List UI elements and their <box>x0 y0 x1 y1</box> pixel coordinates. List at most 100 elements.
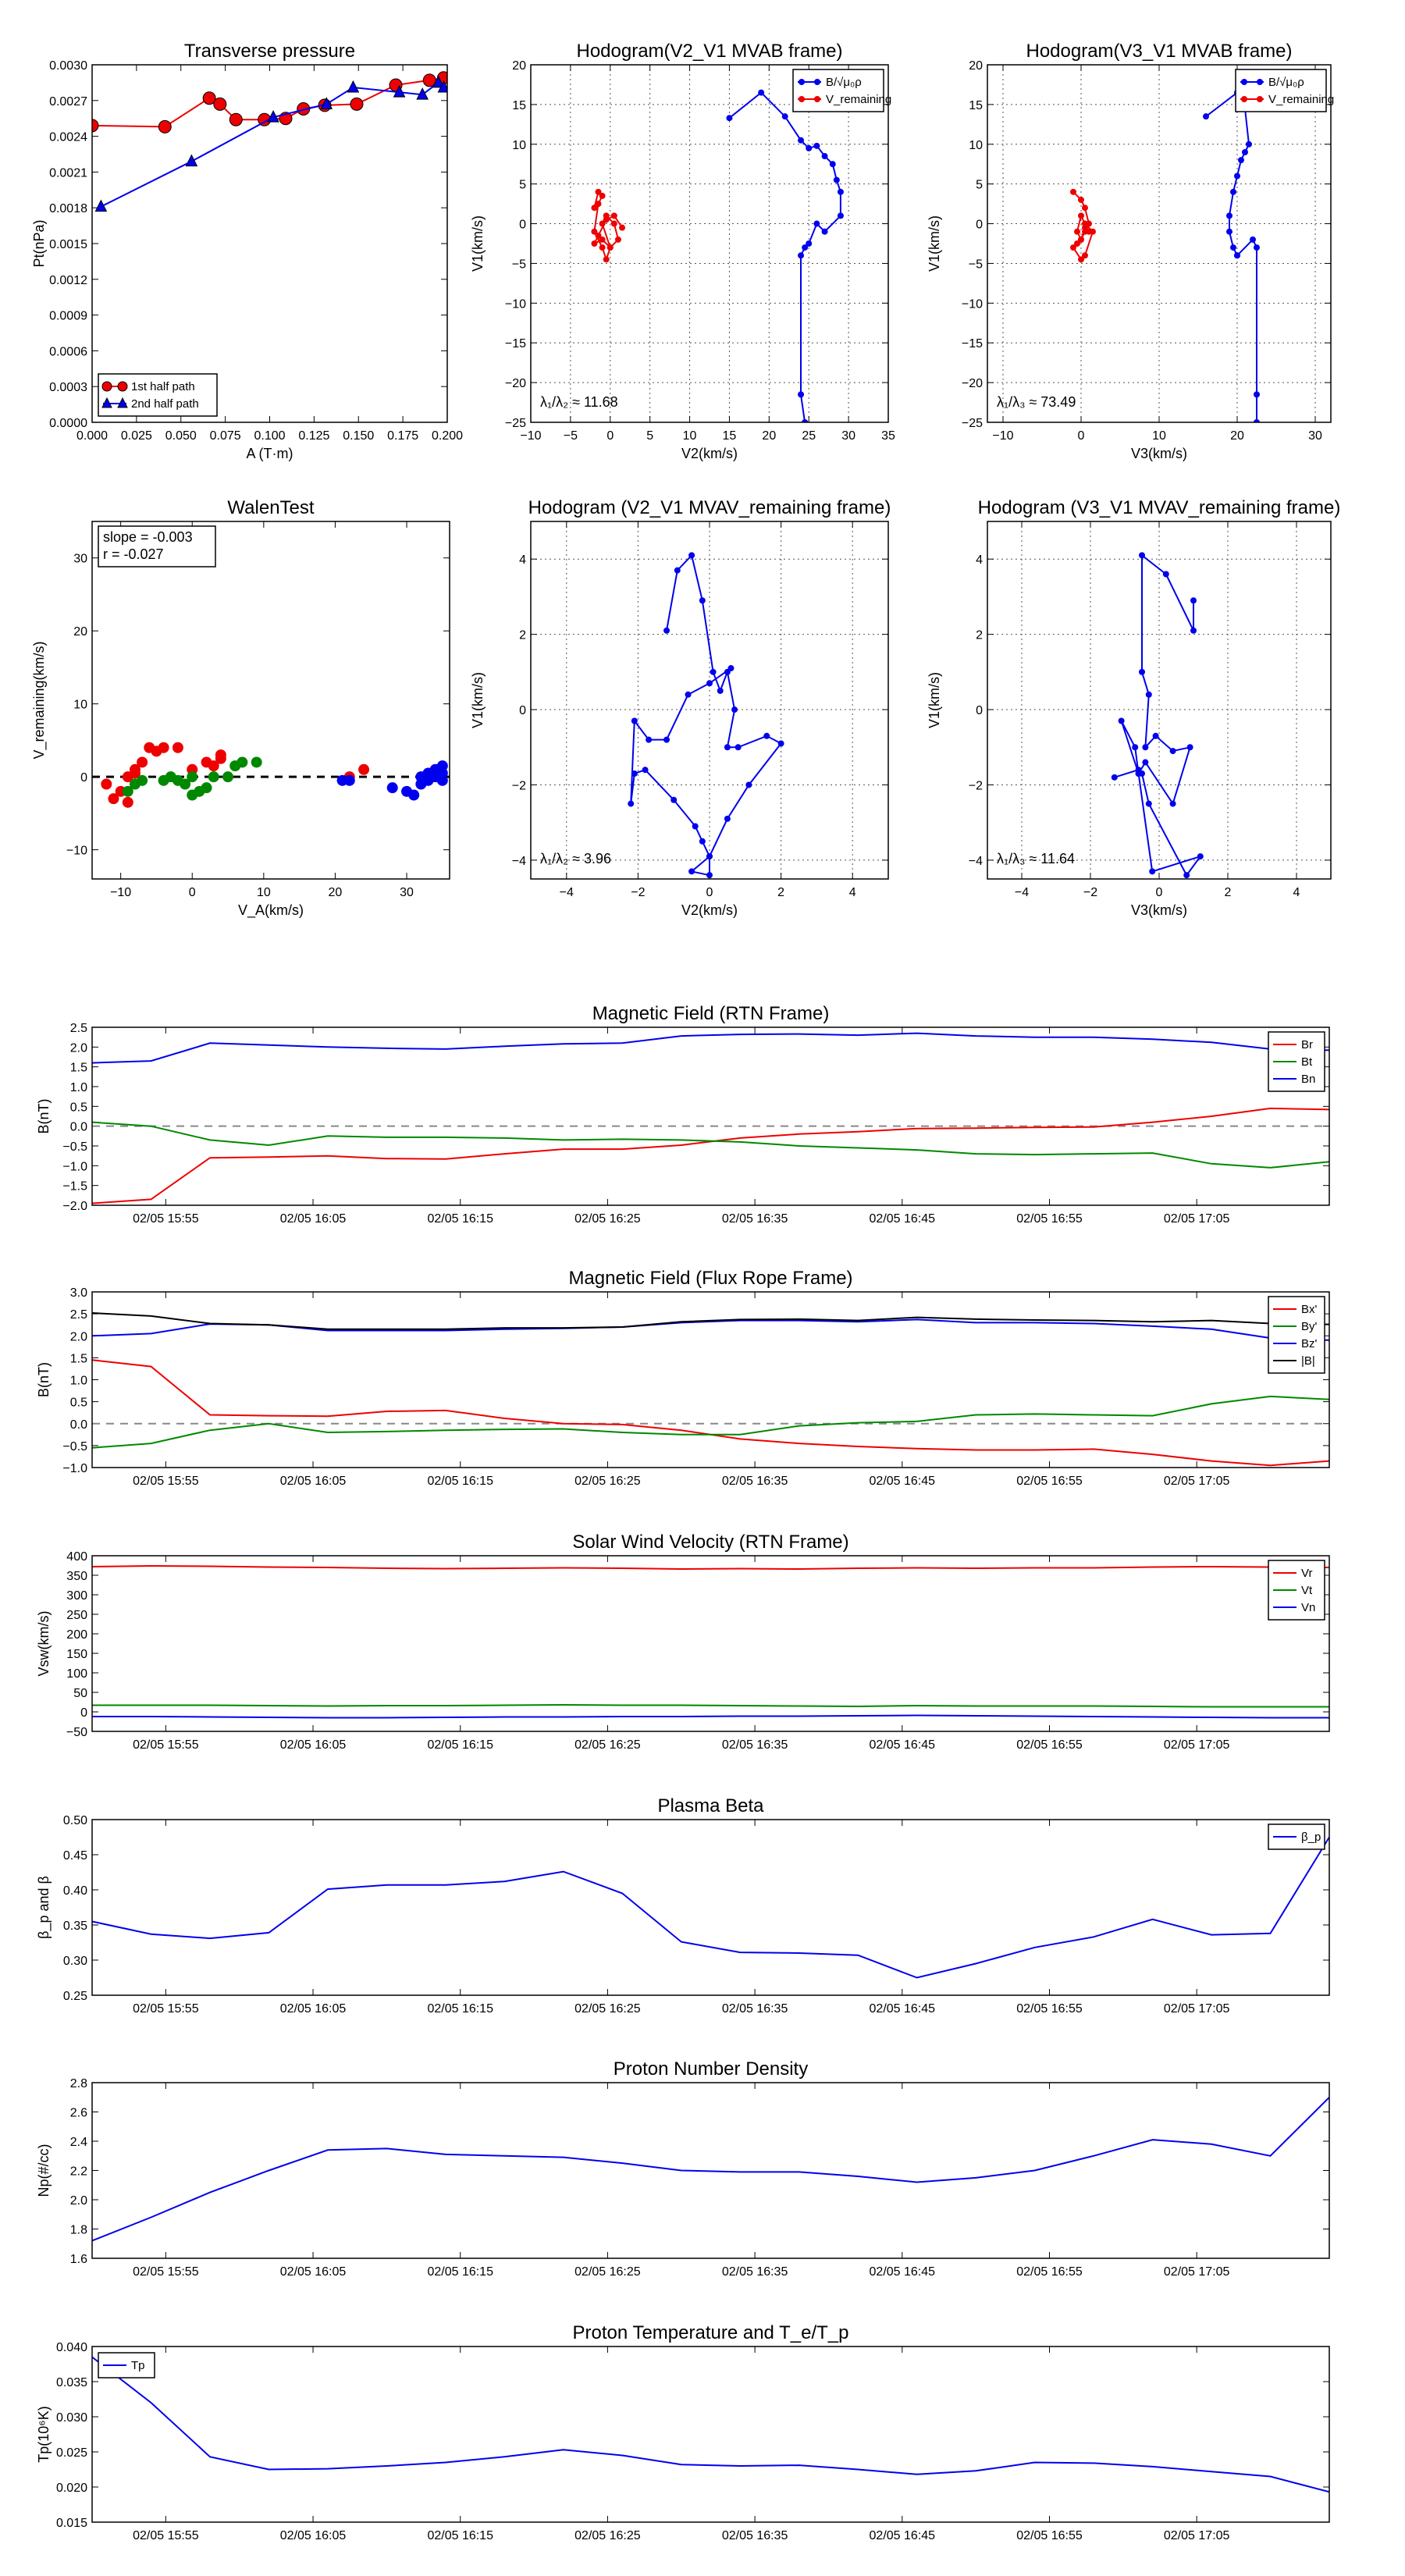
y-tick-label: 5 <box>519 179 526 192</box>
x-tick-label: 02/05 15:55 <box>133 2529 199 2542</box>
x-tick-label: 30 <box>400 886 414 899</box>
y-tick-label: 0.0000 <box>49 417 87 430</box>
data-point <box>631 770 638 777</box>
x-tick-label: 02/05 17:05 <box>1164 2529 1230 2542</box>
h4-x-label: V3(km/s) <box>1131 902 1187 918</box>
mag_rtn-series-0-line <box>92 1107 1329 1204</box>
x-tick-label: 30 <box>841 429 855 443</box>
data-point <box>706 853 713 860</box>
data-point <box>251 756 262 768</box>
legend-box <box>98 373 218 417</box>
x-tick-label: 15 <box>723 429 737 443</box>
y-tick-label: 0.020 <box>56 2482 87 2495</box>
data-point <box>202 91 216 105</box>
legend-label: B/√μ₀ρ <box>826 76 862 89</box>
h1-title: Hodogram(V2_V1 MVAB frame) <box>576 41 842 62</box>
y-tick-label: 0.0003 <box>49 381 87 394</box>
y-tick-label: −1.0 <box>62 1160 87 1173</box>
data-point <box>208 760 219 772</box>
h1-chart: Hodogram(V2_V1 MVAB frame) −10 −5 0 5 10 15 20 2… <box>470 41 895 461</box>
y-tick-label: 0.25 <box>63 1990 87 2003</box>
pt-chart: Transverse pressure 0.000 0.025 0.050 0.075 0… <box>31 41 463 461</box>
x-tick-label: 4 <box>1293 886 1300 899</box>
x-tick-label: 02/05 16:35 <box>722 2529 788 2542</box>
x-tick-label: 02/05 16:15 <box>427 2002 493 2016</box>
data-point <box>821 228 828 235</box>
beta-y-label: β_p and β <box>36 1876 52 1939</box>
data-point <box>685 691 692 698</box>
data-point <box>599 220 606 227</box>
data-point <box>642 767 649 774</box>
mag_fr-series-1-line <box>92 1395 1329 1449</box>
x-tick-label: 02/05 16:15 <box>427 2265 493 2279</box>
legend-label: Tp <box>131 2359 145 2372</box>
mag_fr-series-2-line <box>92 1318 1329 1341</box>
pt-series-1-line <box>100 81 445 208</box>
data-point <box>422 73 436 87</box>
data-point <box>213 97 227 111</box>
data-point <box>1197 853 1204 860</box>
beta-title: Plasma Beta <box>657 1795 764 1816</box>
data-point <box>802 244 809 251</box>
y-tick-label: 2 <box>519 629 526 642</box>
x-tick-label: 0.175 <box>387 429 418 443</box>
data-point <box>1234 173 1240 180</box>
x-tick-label: 02/05 15:55 <box>133 1212 199 1226</box>
y-tick-label: 2.8 <box>70 2077 87 2090</box>
h2-x-label: V3(km/s) <box>1131 446 1187 461</box>
data-point <box>1226 212 1232 219</box>
data-point <box>187 771 198 783</box>
data-point <box>837 212 844 219</box>
x-tick-label: 0.025 <box>121 429 152 443</box>
x-tick-label: −10 <box>992 429 1013 443</box>
y-tick-label: 30 <box>73 553 87 566</box>
mag_fr-series-3-line <box>92 1312 1329 1330</box>
y-tick-label: 20 <box>73 625 87 639</box>
data-point <box>201 782 212 794</box>
x-tick-label: 02/05 16:15 <box>427 1212 493 1226</box>
x-tick-label: 02/05 16:45 <box>870 2265 936 2279</box>
h1-series-0-line <box>728 91 841 422</box>
x-tick-label: 02/05 16:35 <box>722 1738 788 1752</box>
data-point <box>837 188 844 195</box>
x-tick-label: 0 <box>189 886 196 899</box>
y-tick-label: 0.035 <box>56 2376 87 2389</box>
data-point <box>1190 597 1197 604</box>
data-point <box>1145 691 1152 698</box>
data-point <box>777 740 784 747</box>
data-point <box>758 89 765 96</box>
y-tick-label: 0.0021 <box>49 166 87 180</box>
data-point <box>619 224 626 231</box>
data-point <box>798 252 805 259</box>
y-tick-label: 2.0 <box>70 1041 87 1055</box>
x-tick-label: 0.200 <box>432 429 463 443</box>
data-point <box>735 744 742 751</box>
data-point <box>129 767 140 779</box>
h3-y-label: V1(km/s) <box>470 672 486 728</box>
y-tick-label: 2.0 <box>70 1330 87 1343</box>
x-tick-label: 02/05 16:55 <box>1016 2002 1083 2016</box>
y-tick-label: 0.0 <box>70 1121 87 1134</box>
x-tick-label: 02/05 15:55 <box>133 1475 199 1488</box>
data-point <box>343 774 355 786</box>
vel-series-1-line <box>92 1703 1329 1708</box>
x-tick-label: 02/05 15:55 <box>133 2002 199 2016</box>
walen-chart: WalenTest −10 0 10 20 30 −10 0 10 20 30 V_A(km/s) V_… <box>31 497 450 919</box>
legend-label: Bn <box>1301 1073 1315 1086</box>
y-tick-label: 2.6 <box>70 2107 87 2120</box>
vel-y-label: Vsw(km/s) <box>36 1611 52 1677</box>
legend-marker <box>1241 79 1247 85</box>
legend-box <box>1235 69 1327 112</box>
data-point <box>416 87 429 100</box>
x-tick-label: 02/05 16:35 <box>722 1212 788 1226</box>
y-tick-label: −2.0 <box>62 1200 87 1213</box>
y-tick-label: 1.5 <box>70 1062 87 1075</box>
x-tick-label: 02/05 16:45 <box>870 1212 936 1226</box>
data-point <box>1135 767 1142 774</box>
y-tick-label: 50 <box>73 1687 87 1700</box>
data-point <box>1139 668 1145 675</box>
data-point <box>137 774 148 786</box>
y-tick-label: 4 <box>519 553 526 567</box>
legend-box <box>792 69 884 112</box>
y-tick-label: 0.35 <box>63 1920 87 1933</box>
